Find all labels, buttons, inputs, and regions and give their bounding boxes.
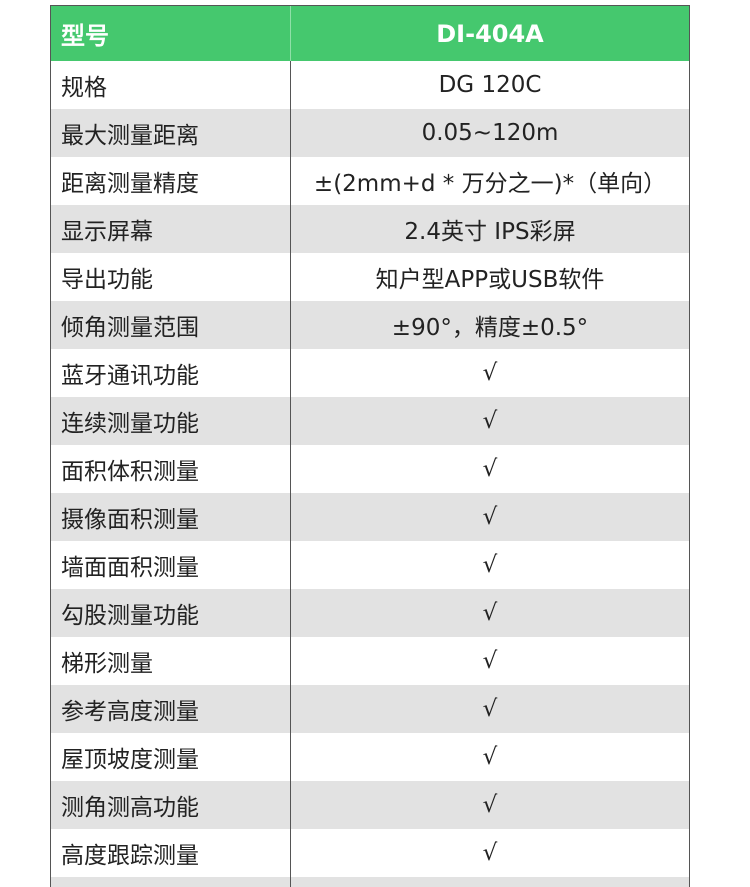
table-row: 高度跟踪测量 √ (51, 829, 689, 877)
table-row: 导出功能 知户型APP或USB软件 (51, 253, 689, 301)
spec-value: ±90°，精度±0.5° (391, 315, 589, 341)
table-row: 勾股测量功能 √ (51, 589, 689, 637)
spec-value: DG 120C (438, 72, 542, 98)
table-row: 距离测量精度 ±(2mm+d * 万分之一)*（单向） (51, 157, 689, 205)
spec-label: 墙面面积测量 (51, 541, 291, 589)
spec-label: 勾股测量功能 (51, 589, 291, 637)
spec-label: 高度跟踪测量 (51, 829, 291, 877)
spec-value: 2.4英寸 IPS彩屏 (404, 219, 576, 245)
table-row: 屋顶坡度测量 √ (51, 733, 689, 781)
spec-value: √ (482, 600, 498, 626)
table-row: 墙面面积测量 √ (51, 541, 689, 589)
spec-value: ±(2mm+d * 万分之一)*（单向） (313, 171, 667, 197)
spec-table: 型号 DI-404A 规格 DG 120C 最大测量距离 0.05~120m 距离测量精… (50, 5, 690, 887)
spec-label: 蓝牙通讯功能 (51, 349, 291, 397)
spec-label: 导出功能 (51, 253, 291, 301)
spec-value: √ (482, 696, 498, 722)
table-row: 参考高度测量 √ (51, 685, 689, 733)
table-row: 规格 DG 120C (51, 61, 689, 109)
spec-label: 屋顶坡度测量 (51, 733, 291, 781)
spec-label: 连续测量功能 (51, 397, 291, 445)
spec-label: 面积体积测量 (51, 445, 291, 493)
table-row: 显示屏幕 2.4英寸 IPS彩屏 (51, 205, 689, 253)
table-header: 型号 DI-404A (51, 6, 689, 61)
spec-label: 显示屏幕 (51, 205, 291, 253)
header-model: DI-404A (436, 19, 544, 48)
spec-label: 倾角测量范围 (51, 301, 291, 349)
spec-value: √ (482, 552, 498, 578)
header-label: 型号 (51, 6, 291, 61)
table-row: 摄像面积测量 √ (51, 493, 689, 541)
spec-label: 规格 (51, 61, 291, 109)
table-row: 测角测高功能 √ (51, 781, 689, 829)
table-row: 倾角测量范围 ±90°，精度±0.5° (51, 301, 689, 349)
table-row: 连续测量功能 √ (51, 397, 689, 445)
spec-label: 最大测量距离 (51, 109, 291, 157)
spec-value: √ (482, 360, 498, 386)
spec-value: √ (482, 456, 498, 482)
spec-value: √ (482, 504, 498, 530)
spec-value: √ (482, 408, 498, 434)
spec-value: 知户型APP或USB软件 (375, 267, 605, 293)
table-row: 梯形测量 √ (51, 637, 689, 685)
spec-value: √ (482, 744, 498, 770)
spec-value: 0.05~120m (421, 120, 559, 146)
spec-label: 距离测量精度 (51, 157, 291, 205)
spec-label: 摄像面积测量 (51, 493, 291, 541)
spec-label: 测角测高功能 (51, 781, 291, 829)
table-row: 蓝牙通讯功能 √ (51, 349, 689, 397)
spec-value: √ (482, 840, 498, 866)
spec-value: √ (482, 792, 498, 818)
table-row: 面积体积测量 √ (51, 445, 689, 493)
table-row: 最大测量距离 0.05~120m (51, 109, 689, 157)
spec-label: 梯形测量 (51, 637, 291, 685)
spec-label: 参考高度测量 (51, 685, 291, 733)
spec-value: √ (482, 648, 498, 674)
